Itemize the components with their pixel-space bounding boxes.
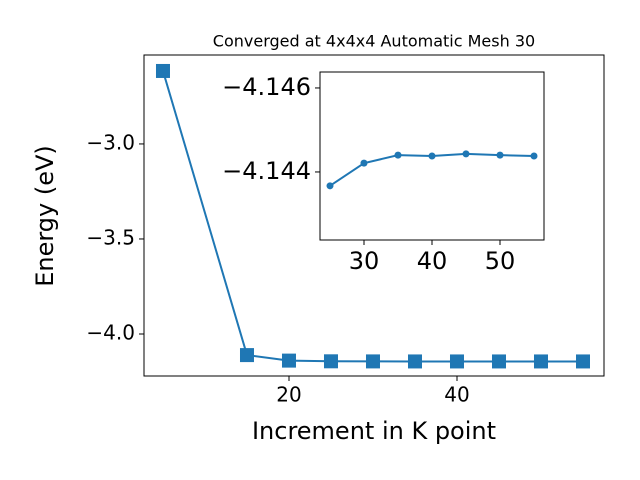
marker: [281, 353, 296, 368]
x-tick-label: 50: [485, 247, 516, 275]
marker: [462, 150, 470, 158]
x-tick-label: 20: [276, 383, 301, 407]
y-tick-label: −3.5: [86, 225, 135, 249]
marker: [491, 354, 506, 369]
marker: [360, 159, 368, 167]
x-axis-label: Increment in K point: [252, 417, 496, 445]
marker: [365, 354, 380, 369]
x-tick-label: 40: [444, 383, 469, 407]
data-line: [162, 70, 583, 363]
marker: [428, 152, 436, 160]
x-tick-label: 40: [417, 247, 448, 275]
marker: [155, 63, 170, 78]
marker: [530, 152, 538, 160]
marker: [496, 151, 504, 159]
y-tick-label: −4.0: [86, 320, 135, 344]
marker: [407, 354, 422, 369]
marker: [323, 354, 338, 369]
marker: [394, 151, 402, 159]
marker: [533, 354, 548, 369]
y-tick-label: −4.146: [222, 73, 311, 101]
marker: [575, 354, 590, 369]
marker: [239, 348, 254, 363]
y-tick-label: −3.0: [86, 130, 135, 154]
y-tick-label: −4.144: [222, 157, 311, 185]
marker: [449, 354, 464, 369]
x-tick-label: 30: [349, 247, 380, 275]
chart-title: Converged at 4x4x4 Automatic Mesh 30: [213, 32, 535, 51]
marker: [326, 182, 334, 190]
y-axis-label: Energy (eV): [31, 145, 59, 287]
